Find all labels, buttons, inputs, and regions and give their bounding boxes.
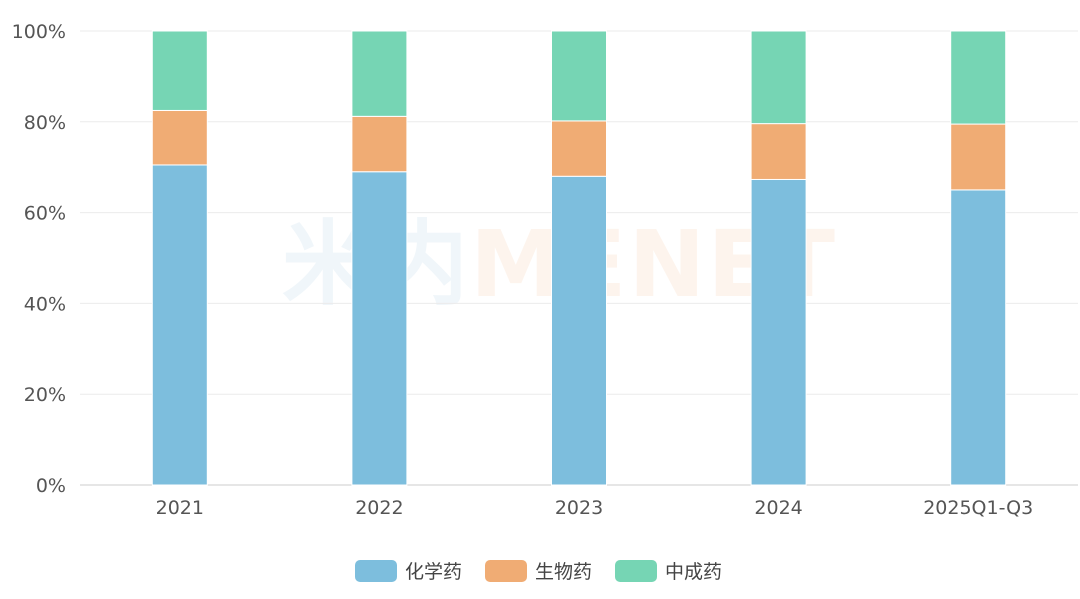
bar-segment	[950, 123, 1007, 191]
bar-segment	[151, 164, 208, 486]
x-tick-label: 2021	[156, 497, 204, 519]
legend-label: 生物药	[535, 561, 592, 583]
x-tick-label: 2022	[355, 497, 403, 519]
y-tick-label: 0%	[36, 475, 66, 497]
legend-swatch	[615, 560, 657, 582]
bar-segment	[351, 30, 408, 117]
x-axis-ticks: 2021 2022 2023 2024 2025Q1-Q3	[156, 497, 1034, 519]
bar-segment	[750, 123, 807, 180]
bar-segment	[551, 120, 607, 177]
y-tick-label: 40%	[24, 293, 66, 315]
bar-segment	[750, 178, 807, 486]
bar-segment	[950, 189, 1007, 486]
y-axis-ticks: 0% 20% 40% 60% 80% 100%	[12, 21, 66, 497]
legend-label: 化学药	[405, 561, 462, 583]
x-tick-label: 2023	[555, 497, 603, 519]
legend-swatch	[355, 560, 397, 582]
y-tick-label: 20%	[24, 384, 66, 406]
legend-label: 中成药	[665, 561, 722, 583]
bar-segment	[151, 30, 208, 111]
bar-segment	[151, 109, 208, 166]
bar-segment	[551, 175, 607, 486]
bar-segment	[351, 171, 408, 486]
legend-swatch	[485, 560, 527, 582]
bar-segment	[950, 30, 1007, 125]
bar-segment	[750, 30, 807, 125]
y-tick-label: 60%	[24, 203, 66, 225]
y-tick-label: 100%	[12, 21, 66, 43]
bar-segment	[551, 30, 607, 122]
x-tick-label: 2025Q1-Q3	[923, 497, 1033, 519]
y-tick-label: 80%	[24, 112, 66, 134]
bar-segment	[351, 115, 408, 173]
bars	[151, 30, 1007, 486]
x-tick-label: 2024	[754, 497, 802, 519]
legend: 化学药 生物药 中成药	[355, 560, 722, 583]
